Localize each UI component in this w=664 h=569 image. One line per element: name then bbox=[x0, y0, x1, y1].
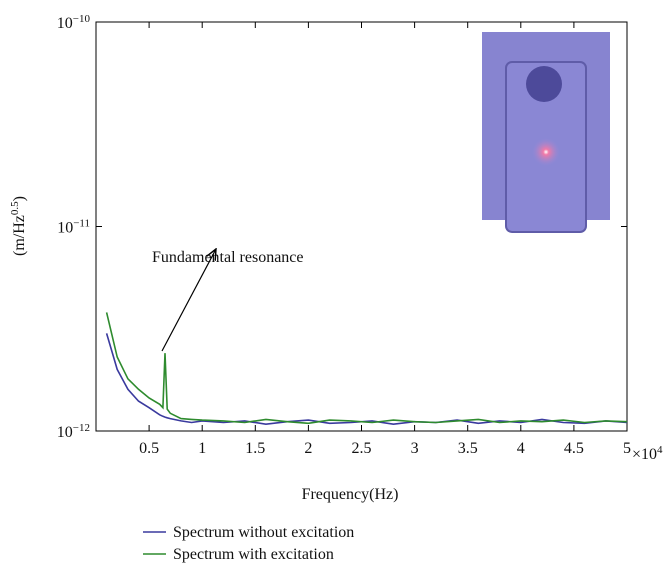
x-tick-label: 3.5 bbox=[458, 440, 478, 457]
y-axis-label: (m/Hz0.5) bbox=[9, 196, 28, 256]
y-tick-label: 10−12 bbox=[57, 422, 90, 441]
x-tick-label: 4.5 bbox=[564, 440, 584, 457]
annotation: Fundamental resonance bbox=[152, 249, 304, 266]
x-tick-label: 2.5 bbox=[352, 440, 372, 457]
x-tick-label: 2 bbox=[304, 440, 312, 457]
inset-photo bbox=[482, 32, 610, 233]
annotation-arrow bbox=[161, 249, 216, 352]
x-tick-label: 1 bbox=[198, 440, 206, 457]
y-tick-label: 10−11 bbox=[57, 218, 90, 237]
legend-label: Spectrum without excitation bbox=[173, 524, 354, 541]
x-tick-label: 1.5 bbox=[245, 440, 265, 457]
x-tick-label: 0.5 bbox=[139, 440, 159, 457]
x-tick-label: 5 bbox=[623, 440, 631, 457]
x-tick-label: 3 bbox=[411, 440, 419, 457]
x-multiplier: ×104 bbox=[632, 444, 663, 463]
x-tick-label: 4 bbox=[517, 440, 525, 457]
x-axis-label: Frequency(Hz) bbox=[302, 486, 399, 503]
y-tick-label: 10−10 bbox=[57, 13, 91, 32]
legend-label: Spectrum with excitation bbox=[173, 546, 334, 563]
series-line bbox=[105, 312, 628, 425]
series-line bbox=[105, 333, 628, 426]
